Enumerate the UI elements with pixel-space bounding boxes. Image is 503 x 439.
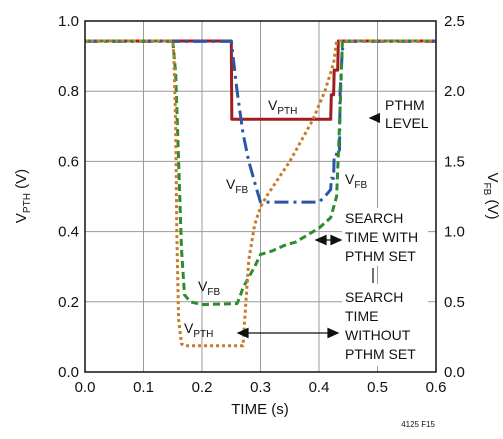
y-right-tick-labels: 0.0 0.5 1.0 1.5 2.0 2.5 — [444, 13, 465, 381]
vfb-label-lower: VFB — [198, 278, 220, 298]
pthm-level-arrowhead — [368, 112, 381, 124]
pthm-level-label: PTHM LEVEL — [385, 97, 429, 131]
search-time-without-label: SEARCH TIME WITHOUT PTHM SET — [345, 289, 416, 362]
x-tick-label: 0.0 — [75, 379, 96, 396]
y-right-tick-label: 0.0 — [444, 364, 465, 381]
y-left-axis-label: VPTH (V) — [13, 169, 33, 223]
y-right-tick-label: 2.5 — [444, 13, 465, 30]
vpth-label-lower: VPTH — [184, 320, 213, 340]
y-right-tick-label: 0.5 — [444, 294, 465, 311]
search-without-arrowhead-left — [236, 327, 249, 339]
search-with-arrowhead-left — [314, 234, 327, 246]
y-right-tick-label: 1.5 — [444, 153, 465, 170]
y-left-tick-label: 0.0 — [58, 364, 79, 381]
x-tick-label: 0.1 — [133, 379, 154, 396]
x-tick-label: 0.2 — [192, 379, 213, 396]
data-series — [85, 39, 436, 348]
vpth-with-pthm-line — [85, 39, 436, 121]
vfb-label-right: VFB — [345, 171, 367, 191]
y-right-tick-label: 1.0 — [444, 224, 465, 241]
x-tick-label: 0.3 — [250, 379, 271, 396]
pthm-level-bg — [380, 95, 430, 135]
y-left-tick-labels: 0.0 0.2 0.4 0.6 0.8 1.0 — [58, 13, 79, 381]
y-right-axis-label: VFB (V) — [481, 173, 501, 220]
vfb-without-pthm-line — [85, 39, 436, 307]
y-left-tick-label: 1.0 — [58, 13, 79, 30]
search-time-with-label: SEARCH TIME WITH PTHM SET — [345, 210, 422, 264]
grid — [85, 21, 436, 372]
y-left-tick-label: 0.2 — [58, 294, 79, 311]
search-without-bg — [342, 284, 428, 366]
search-without-arrowhead-right — [327, 327, 340, 339]
search-with-bg — [342, 208, 428, 266]
y-left-tick-label: 0.4 — [58, 224, 79, 241]
vpth-label-upper: VPTH — [268, 97, 297, 117]
x-axis-label: TIME (s) — [231, 401, 289, 418]
figure-id: 4125 F15 — [401, 420, 435, 429]
y-left-tick-label: 0.8 — [58, 83, 79, 100]
x-tick-label: 0.6 — [426, 379, 447, 396]
x-tick-label: 0.5 — [367, 379, 388, 396]
x-tick-labels: 0.0 0.1 0.2 0.3 0.4 0.5 0.6 — [75, 379, 447, 396]
x-tick-label: 0.4 — [309, 379, 330, 396]
plot-frame — [84, 20, 437, 373]
y-right-tick-label: 2.0 — [444, 83, 465, 100]
y-left-tick-label: 0.6 — [58, 153, 79, 170]
vfb-label-middle: VFB — [226, 176, 248, 196]
vpth-without-pthm-line — [85, 39, 436, 348]
search-with-arrowhead-right — [330, 234, 343, 246]
